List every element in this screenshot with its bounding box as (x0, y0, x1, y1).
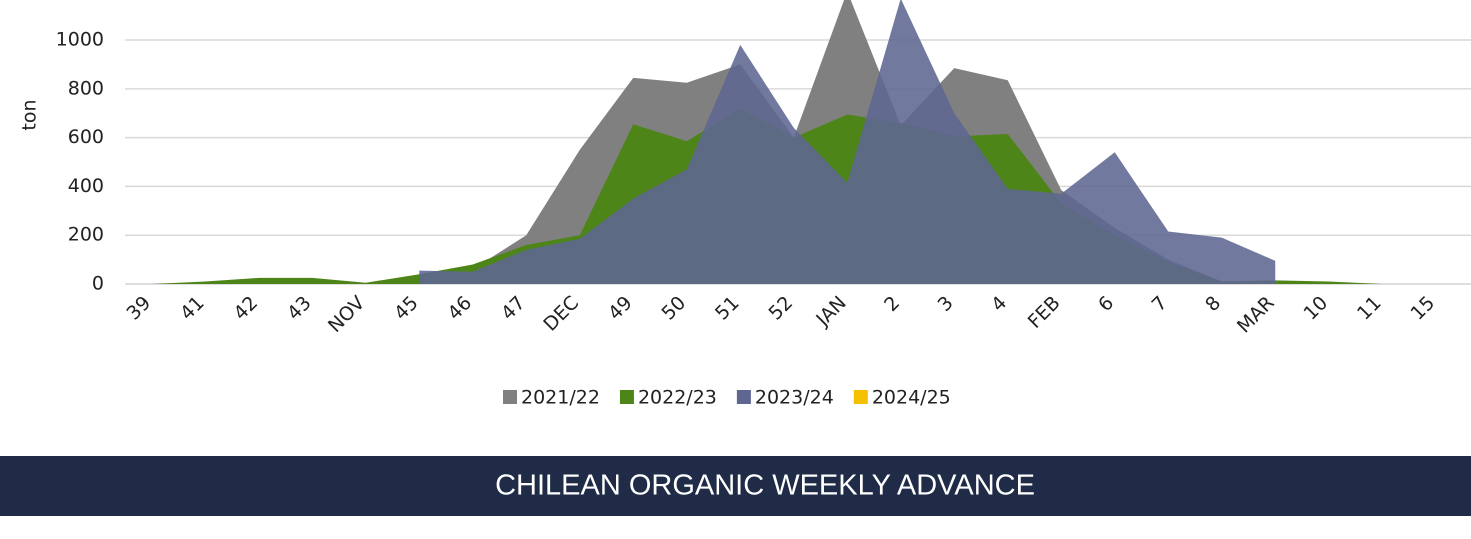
x-tick-label: JAN (811, 292, 850, 331)
legend-label: 2024/25 (872, 387, 951, 409)
y-tick-label: 200 (68, 224, 104, 246)
x-tick-label: 52 (765, 292, 798, 325)
x-tick-label: 15 (1407, 292, 1440, 325)
x-tick-label: 39 (123, 292, 156, 325)
legend-label: 2021/22 (521, 387, 600, 409)
x-tick-label: 6 (1094, 292, 1118, 316)
x-tick-label: FEB (1024, 292, 1065, 333)
banner (0, 456, 1471, 516)
x-tick-label: DEC (539, 292, 583, 336)
x-tick-label: 50 (658, 292, 691, 325)
x-tick-label: MAR (1233, 292, 1279, 338)
legend-swatch (736, 390, 751, 404)
y-tick-label: 800 (68, 77, 104, 99)
y-tick-label: 0 (92, 273, 104, 295)
x-tick-label: 45 (390, 292, 423, 325)
x-tick-label: 43 (283, 292, 316, 325)
banner-title: CHILEAN ORGANIC WEEKLY ADVANCE (495, 470, 1035, 502)
x-tick-label: 7 (1148, 292, 1172, 316)
area (419, 0, 1276, 284)
legend-swatch (619, 390, 634, 404)
legend-swatch (503, 390, 517, 404)
x-tick-label: 51 (711, 292, 744, 325)
x-tick-label: NOV (324, 292, 369, 337)
x-tick-label: 42 (230, 292, 263, 325)
x-tick-label: 46 (444, 292, 477, 325)
x-tick-label: 49 (604, 292, 637, 325)
legend-swatch (853, 390, 868, 404)
x-tick-label: 2 (880, 292, 904, 316)
legend-label: 2022/23 (638, 387, 717, 409)
y-tick-label: 1000 (56, 29, 104, 51)
x-tick-label: 10 (1300, 292, 1333, 325)
y-axis-label: ton (19, 99, 41, 130)
x-tick-label: 11 (1353, 292, 1386, 325)
x-tick-label: 3 (934, 292, 958, 316)
x-tick-label: 47 (497, 292, 530, 325)
x-tick-label: 4 (987, 292, 1011, 316)
x-tick-label: 8 (1201, 292, 1225, 316)
y-tick-label: 600 (68, 126, 104, 148)
x-tick-label: 41 (176, 292, 209, 325)
legend-label: 2023/24 (755, 387, 834, 409)
y-tick-label: 400 (68, 175, 104, 197)
